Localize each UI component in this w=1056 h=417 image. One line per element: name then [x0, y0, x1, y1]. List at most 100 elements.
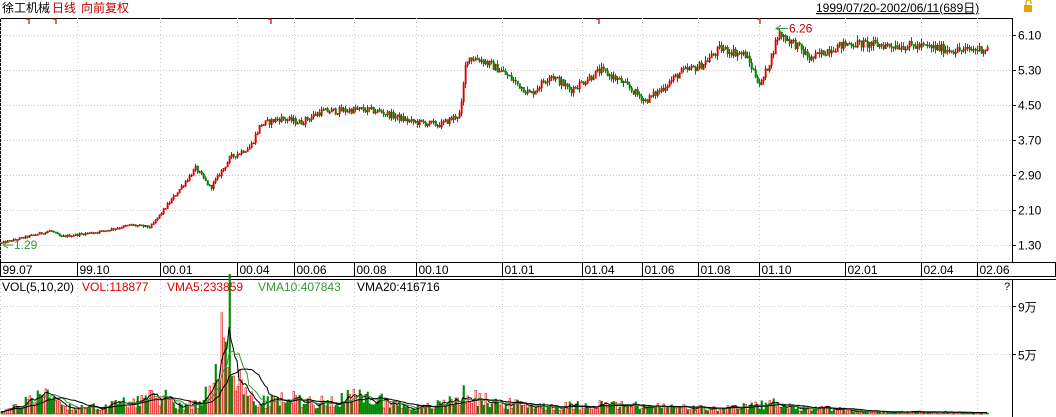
volume-bar	[774, 406, 777, 415]
candle-body	[422, 120, 425, 123]
volume-bar	[412, 408, 415, 415]
date-range-label[interactable]: 1999/07/20-2002/06/11(689日)	[816, 1, 979, 15]
volume-indicator-title[interactable]: VOL(5,10,20)	[2, 280, 74, 294]
volume-bar	[506, 408, 509, 415]
volume-bar	[598, 400, 601, 415]
volume-bar	[444, 405, 447, 415]
candle-body	[620, 77, 623, 84]
volume-grid	[0, 279, 1056, 414]
candle-body	[232, 154, 235, 157]
candle-body	[836, 45, 839, 52]
help-question-mark[interactable]: ?	[1004, 281, 1010, 293]
candle-body	[754, 69, 757, 78]
volume-bar	[260, 404, 263, 415]
volume-bar	[752, 407, 755, 415]
volume-bar	[440, 403, 443, 415]
candle-body	[266, 119, 269, 122]
volume-bar	[526, 407, 529, 415]
volume-bar	[792, 405, 795, 415]
volume-bar	[846, 410, 849, 415]
volume-bar	[148, 389, 151, 415]
candle-body	[862, 39, 865, 48]
candle-body	[430, 120, 433, 123]
candlestick-series[interactable]	[0, 28, 989, 245]
candle-body	[890, 45, 893, 48]
candle-body	[976, 49, 979, 52]
candle-body	[218, 174, 221, 177]
volume-bar	[672, 406, 675, 415]
candle-body	[372, 107, 375, 114]
lock-icon[interactable]	[1024, 0, 1032, 12]
candle-body	[944, 49, 947, 54]
candle-body	[214, 178, 217, 183]
candle-body	[42, 233, 45, 235]
volume-bar	[264, 408, 267, 415]
volume-bar	[636, 405, 639, 415]
candle-body	[546, 80, 549, 83]
volume-bar	[624, 406, 627, 415]
volume-bar	[616, 409, 619, 415]
candle-body	[718, 45, 721, 48]
candle-body	[688, 67, 691, 71]
candle-body	[58, 233, 61, 237]
candle-body	[86, 232, 89, 235]
volume-bar	[562, 407, 565, 415]
candle-body	[816, 52, 819, 55]
candle-body	[256, 132, 259, 135]
volume-bar	[80, 404, 83, 415]
candle-body	[656, 90, 659, 96]
volume-bar	[556, 405, 559, 415]
candle-body	[72, 235, 75, 237]
volume-bar	[648, 406, 651, 415]
event-marker	[26, 18, 30, 24]
adjust-label[interactable]: 向前复权	[81, 0, 129, 15]
volume-bar	[168, 398, 171, 415]
candle-body	[892, 47, 895, 49]
candle-body	[490, 60, 493, 63]
volume-bar	[242, 394, 245, 415]
volume-bar	[174, 408, 177, 415]
candle-body	[672, 76, 675, 81]
candle-body	[586, 79, 589, 84]
volume-bar	[586, 408, 589, 415]
volume-bar	[172, 402, 175, 415]
volume-bar	[244, 387, 247, 415]
volume-bar	[888, 412, 891, 415]
candle-body	[78, 233, 81, 236]
volume-bar	[854, 411, 857, 415]
candle-body	[270, 119, 273, 125]
candle-body	[140, 224, 143, 227]
candle-body	[834, 51, 837, 53]
volume-bar	[566, 408, 569, 415]
volume-bar	[480, 400, 483, 415]
period-label[interactable]: 日线	[52, 1, 76, 15]
volume-bar	[228, 273, 231, 415]
volume-bar	[862, 411, 865, 415]
candle-body	[550, 75, 553, 78]
volume-bar	[986, 412, 989, 415]
candle-body	[32, 234, 35, 237]
volume-tick-label: 9万	[1018, 301, 1037, 315]
volume-bar	[850, 410, 853, 415]
candle-body	[414, 121, 417, 123]
event-markers[interactable]	[26, 18, 761, 24]
candle-body	[436, 125, 439, 127]
volume-bar	[788, 403, 791, 415]
volume-bar	[466, 395, 469, 415]
candle-body	[570, 89, 573, 94]
volume-bar	[454, 397, 457, 415]
volume-bar	[196, 408, 199, 415]
volume-bar	[334, 404, 337, 415]
candle-body	[978, 46, 981, 51]
price-tick-label: 1.30	[1018, 239, 1042, 253]
candle-body	[968, 47, 971, 50]
volume-bar	[816, 409, 819, 415]
candle-body	[794, 39, 797, 49]
candle-body	[312, 113, 315, 118]
volume-bars[interactable]	[0, 273, 989, 415]
volume-bar	[224, 341, 227, 415]
candle-body	[354, 107, 357, 110]
volume-bar	[362, 402, 365, 415]
